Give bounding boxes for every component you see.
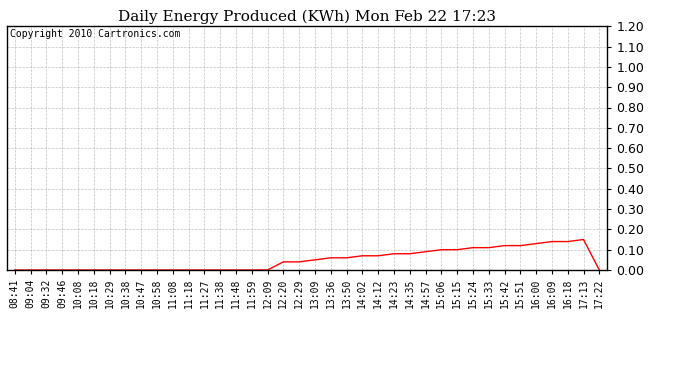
Text: Copyright 2010 Cartronics.com: Copyright 2010 Cartronics.com xyxy=(10,29,180,39)
Title: Daily Energy Produced (KWh) Mon Feb 22 17:23: Daily Energy Produced (KWh) Mon Feb 22 1… xyxy=(118,9,496,24)
